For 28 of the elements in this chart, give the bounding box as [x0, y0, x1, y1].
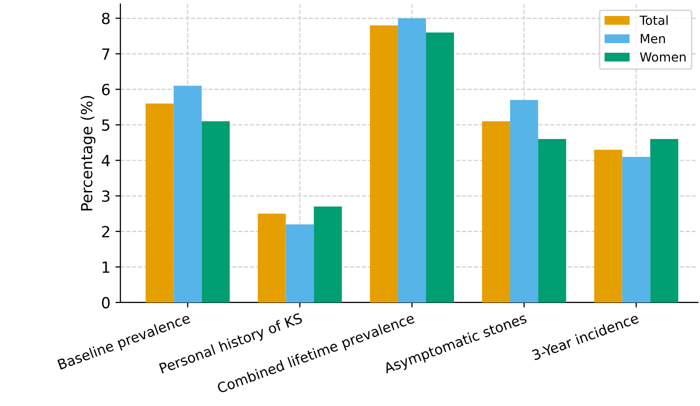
y-axis-title: Percentage (%) [80, 96, 96, 210]
bar [538, 139, 566, 302]
legend-label: Men [640, 34, 665, 44]
y-tick-label: 7 [102, 48, 110, 60]
y-tick-label: 5 [102, 120, 110, 131]
bar [314, 206, 342, 302]
legend-label: Total [640, 15, 668, 25]
y-tick-label: 1 [102, 262, 110, 273]
bar [510, 100, 538, 302]
bar [370, 25, 398, 302]
bar [202, 121, 230, 302]
bar [174, 86, 202, 302]
bar [258, 214, 286, 302]
legend-label: Women [640, 52, 686, 62]
y-tick-label: 3 [102, 190, 110, 202]
y-tick-label: 0 [102, 296, 110, 308]
bar [482, 121, 510, 302]
bar [650, 139, 678, 302]
y-tick-label: 8 [102, 12, 110, 24]
y-tick-label: 2 [102, 226, 110, 238]
bar [594, 150, 622, 302]
bar [286, 224, 314, 302]
bar [426, 32, 454, 302]
y-tick-label: 4 [102, 155, 110, 166]
bar [398, 18, 426, 302]
y-tick-label: 6 [102, 84, 110, 96]
bar [622, 156, 650, 302]
bar [146, 104, 174, 302]
